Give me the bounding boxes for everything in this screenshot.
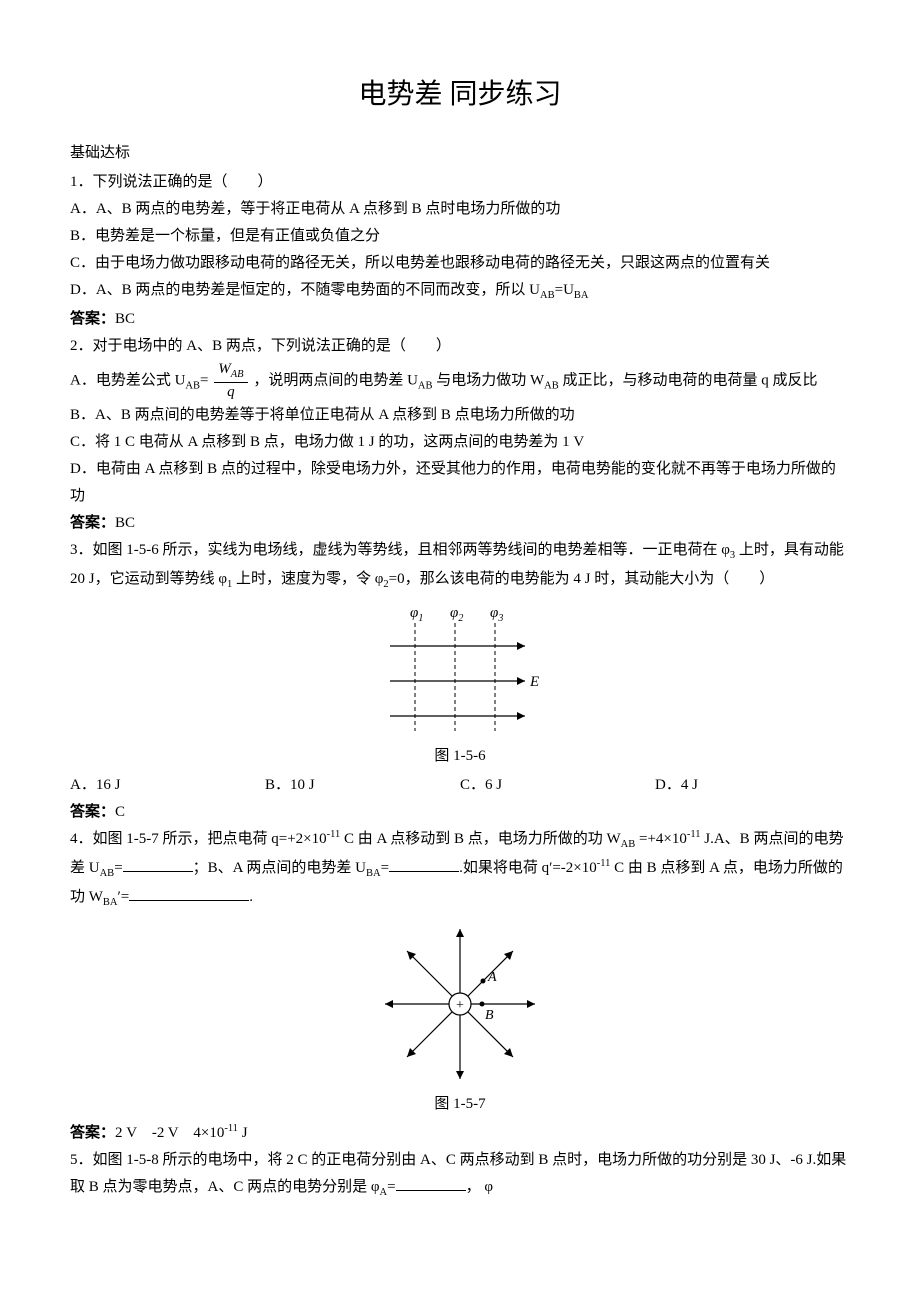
- answer-value: C: [115, 804, 125, 820]
- blank-input[interactable]: [389, 856, 459, 872]
- q4-b: C 由 A 点移动到 B 点，电场力所做的功 W: [340, 831, 620, 847]
- label-b: B: [485, 1008, 494, 1023]
- answer-value: BC: [115, 311, 135, 327]
- blank-input[interactable]: [129, 885, 249, 901]
- exp: -11: [687, 829, 701, 840]
- sub-ab: AB: [100, 868, 115, 879]
- q1-opt-d: D．A、B 两点的电势差是恒定的，不随零电势面的不同而改变，所以 UAB=UBA: [70, 277, 850, 306]
- phi1-label: φ1: [410, 605, 423, 624]
- arrow-icon: [517, 677, 525, 685]
- q4-g: =: [381, 860, 389, 876]
- q2-a-mid2: 与电场力做功 W: [433, 373, 545, 389]
- sub-ab3: AB: [544, 381, 559, 392]
- figure-caption: 图 1-5-7: [70, 1091, 850, 1118]
- answer-label: 答案：: [70, 804, 115, 820]
- q4-c: =+4×10: [635, 831, 687, 847]
- sub-ab: AB: [621, 839, 636, 850]
- sub-ab: AB: [185, 381, 200, 392]
- q3-a: 3．如图 1-5-6 所示，实线为电场线，虚线为等势线，且相邻两等势线间的电势差…: [70, 542, 730, 558]
- q2-answer: 答案：BC: [70, 510, 850, 537]
- point-charge-svg: + A B: [375, 919, 545, 1089]
- q2-opt-a: A．电势差公式 UAB= WAB q ，说明两点间的电势差 UAB 与电场力做功…: [70, 360, 850, 402]
- phi2-label: φ2: [450, 605, 463, 624]
- arrow-icon: [517, 642, 525, 650]
- q4-answer: 答案：2 V -2 V 4×10-11 J: [70, 1120, 850, 1147]
- sub-ab2: AB: [418, 381, 433, 392]
- q3-stem: 3．如图 1-5-6 所示，实线为电场线，虚线为等势线，且相邻两等势线间的电势差…: [70, 537, 850, 595]
- q2-opt-c: C．将 1 C 电荷从 A 点移到 B 点，电场力做 1 J 的功，这两点间的电…: [70, 429, 850, 456]
- q2-opt-d: D．电荷由 A 点移到 B 点的过程中，除受电场力外，还受其他力的作用，电荷电势…: [70, 456, 850, 510]
- answer-value-b: J: [238, 1125, 248, 1141]
- q3-d: =0，那么该电荷的电势能为 4 J 时，其动能大小为（ ）: [389, 571, 775, 587]
- q2-a-mid: ，说明两点间的电势差 U: [253, 373, 418, 389]
- phi3-label: φ3: [490, 605, 503, 624]
- q5-c: ， φ: [466, 1179, 493, 1195]
- q1-opt-a: A．A、B 两点的电势差，等于将正电荷从 A 点移到 B 点时电场力所做的功: [70, 196, 850, 223]
- q1-stem: 1．下列说法正确的是（ ）: [70, 169, 850, 196]
- answer-label: 答案：: [70, 1125, 115, 1141]
- frac-num-sub: AB: [231, 369, 244, 380]
- figure-caption: 图 1-5-6: [70, 743, 850, 770]
- q4-k: .: [249, 889, 253, 905]
- answer-value-a: 2 V -2 V 4×10: [115, 1125, 224, 1141]
- q3-opt-c: C．6 J: [460, 772, 655, 799]
- section-heading: 基础达标: [70, 140, 850, 167]
- q3-c: 上时，速度为零，令 φ: [232, 571, 383, 587]
- q2-a-eq: =: [200, 373, 208, 389]
- blank-input[interactable]: [123, 856, 193, 872]
- label-a: A: [487, 970, 497, 985]
- q3-options: A．16 J B．10 J C．6 J D．4 J: [70, 772, 850, 799]
- q1-d-text: D．A、B 两点的电势差是恒定的，不随零电势面的不同而改变，所以 U: [70, 282, 540, 298]
- q4-stem: 4．如图 1-5-7 所示，把点电荷 q=+2×10-11 C 由 A 点移动到…: [70, 826, 850, 913]
- exp: -11: [327, 829, 341, 840]
- sub-ab: AB: [540, 290, 555, 301]
- figure-1-5-6: φ1 φ2 φ3 E 图 1-5-6: [70, 601, 850, 770]
- answer-label: 答案：: [70, 515, 115, 531]
- q3-answer: 答案：C: [70, 799, 850, 826]
- sub-ba: BA: [103, 897, 118, 908]
- fraction: WAB q: [214, 360, 247, 402]
- figure-1-5-7: + A B 图 1-5-7: [70, 919, 850, 1118]
- q3-opt-a: A．16 J: [70, 772, 265, 799]
- arrow-icon: [517, 712, 525, 720]
- exp: -11: [597, 858, 611, 869]
- field-lines-svg: φ1 φ2 φ3 E: [370, 601, 550, 741]
- q3-opt-d: D．4 J: [655, 772, 850, 799]
- frac-num: WAB: [214, 360, 247, 383]
- e-label: E: [529, 674, 539, 690]
- sub-ba: BA: [574, 290, 589, 301]
- answer-value: BC: [115, 515, 135, 531]
- q4-a: 4．如图 1-5-7 所示，把点电荷 q=+2×10: [70, 831, 327, 847]
- q4-j: ′=: [118, 889, 130, 905]
- answer-label: 答案：: [70, 311, 115, 327]
- q2-a-mid3: 成正比，与移动电荷的电荷量 q 成反比: [559, 373, 818, 389]
- q5-b: =: [387, 1179, 395, 1195]
- sub-ba: BA: [366, 868, 381, 879]
- plus-label: +: [456, 998, 464, 1013]
- blank-input[interactable]: [396, 1175, 466, 1191]
- sub-a: A: [380, 1187, 388, 1198]
- point-b: [480, 1001, 485, 1006]
- exp: -11: [224, 1123, 238, 1134]
- q1-answer: 答案：BC: [70, 306, 850, 333]
- q1-d-eq: =U: [555, 282, 574, 298]
- q3-opt-b: B．10 J: [265, 772, 460, 799]
- q2-a-pre: A．电势差公式 U: [70, 373, 185, 389]
- q5-stem: 5．如图 1-5-8 所示的电场中，将 2 C 的正电荷分别由 A、C 两点移动…: [70, 1147, 850, 1203]
- q2-opt-b: B．A、B 两点间的电势差等于将单位正电荷从 A 点移到 B 点电场力所做的功: [70, 402, 850, 429]
- q4-e: =: [114, 860, 122, 876]
- q4-h1: .如果将电荷 q′=-2×10: [459, 860, 597, 876]
- q4-f: ；B、A 两点间的电势差 U: [193, 860, 366, 876]
- q1-opt-c: C．由于电场力做功跟移动电荷的路径无关，所以电势差也跟移动电荷的路径无关，只跟这…: [70, 250, 850, 277]
- frac-num-w: W: [218, 361, 231, 377]
- q2-stem: 2．对于电场中的 A、B 两点，下列说法正确的是（ ）: [70, 333, 850, 360]
- page-title: 电势差 同步练习: [70, 70, 850, 120]
- q1-opt-b: B．电势差是一个标量，但是有正值或负值之分: [70, 223, 850, 250]
- frac-den: q: [214, 383, 247, 403]
- point-a: [481, 978, 486, 983]
